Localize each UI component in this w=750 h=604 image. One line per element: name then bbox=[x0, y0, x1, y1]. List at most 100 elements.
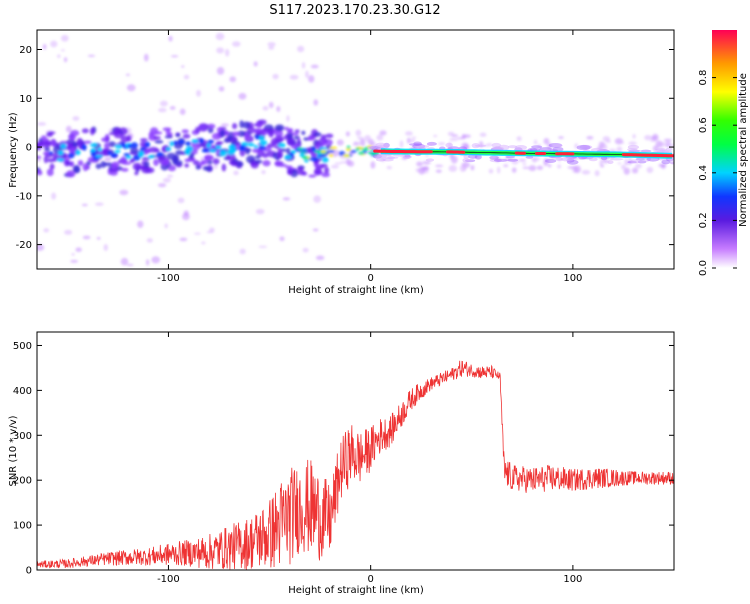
snr-xtick-label: -100 bbox=[157, 574, 180, 585]
spectrogram-blob bbox=[43, 44, 47, 50]
spectrogram-blob bbox=[337, 139, 344, 145]
spectrogram-ytick-label: 10 bbox=[19, 94, 32, 105]
spectrogram-blob bbox=[153, 136, 160, 139]
spectrogram-blob bbox=[57, 158, 64, 162]
spectrogram-blob bbox=[81, 144, 87, 149]
spectrogram-blob bbox=[127, 144, 132, 148]
spectrogram-blob bbox=[84, 141, 92, 144]
spectrogram-blob bbox=[346, 131, 350, 136]
colorbar-tick-label: 0.0 bbox=[698, 260, 709, 276]
spectrogram-blob bbox=[269, 102, 274, 108]
spectrogram-blob bbox=[262, 160, 270, 166]
spectrogram-blob bbox=[295, 129, 300, 132]
spectrogram-blob bbox=[537, 166, 543, 170]
colorbar-tick-label: 0.8 bbox=[698, 70, 709, 86]
spectrogram-blob bbox=[644, 135, 651, 140]
spectrogram-blob bbox=[69, 161, 74, 167]
spectrogram-blob bbox=[216, 33, 225, 40]
spectrogram-blob bbox=[220, 130, 225, 138]
spectrogram-blob bbox=[52, 141, 56, 147]
spectrogram-blob bbox=[331, 165, 339, 169]
spectrogram-blob bbox=[101, 137, 108, 142]
spectrogram-blob bbox=[462, 134, 467, 139]
spectrogram-blob bbox=[126, 74, 130, 76]
spectrogram-blob bbox=[239, 147, 246, 151]
spectrogram-blob bbox=[313, 164, 321, 167]
spectrogram-blob bbox=[61, 35, 69, 42]
spectrogram-hot-segment bbox=[375, 151, 432, 152]
spectrogram-blob bbox=[321, 150, 326, 153]
spectrogram-blob bbox=[539, 147, 552, 151]
spectrogram-blob bbox=[497, 167, 500, 174]
spectrogram-blob bbox=[239, 120, 244, 128]
spectrogram-blob bbox=[156, 152, 163, 157]
spectrogram-blob bbox=[254, 145, 259, 148]
spectrogram-blob bbox=[107, 151, 111, 155]
spectrogram-blob bbox=[324, 167, 329, 174]
spectrogram-blob bbox=[199, 138, 204, 144]
spectrogram-blob bbox=[82, 204, 88, 206]
spectrogram-blob bbox=[184, 210, 189, 216]
spectrogram-blob bbox=[219, 86, 225, 91]
spectrogram-blob bbox=[287, 130, 293, 134]
colorbar-tick-label: 0.2 bbox=[698, 212, 709, 228]
spectrogram-blob bbox=[302, 62, 305, 69]
spectrogram-blob bbox=[232, 123, 237, 129]
snr-line bbox=[37, 361, 674, 570]
spectrogram-blob bbox=[545, 159, 556, 163]
spectrogram-ytick-label: 20 bbox=[19, 45, 32, 56]
spectrogram-blob bbox=[605, 140, 611, 143]
spectrogram-blob bbox=[276, 106, 280, 112]
spectrogram-blob bbox=[574, 165, 581, 173]
spectrogram-blob bbox=[411, 137, 416, 139]
spectrogram-blob bbox=[104, 142, 110, 149]
spectrogram-xtick-label: 100 bbox=[563, 273, 582, 284]
spectrogram-blob bbox=[489, 169, 493, 174]
spectrogram-blob bbox=[272, 74, 278, 79]
spectrogram-blob bbox=[627, 148, 637, 151]
spectrogram-blob bbox=[127, 135, 132, 142]
spectrogram-blob bbox=[522, 167, 529, 169]
spectrogram-blob bbox=[83, 236, 91, 240]
spectrogram-blob bbox=[426, 158, 434, 161]
spectrogram-xtick-label: 0 bbox=[367, 273, 373, 284]
spectrogram-blob bbox=[82, 128, 89, 133]
spectrogram-blob bbox=[146, 259, 149, 265]
spectrogram-blob bbox=[460, 165, 466, 172]
spectrogram-blob bbox=[283, 197, 290, 200]
spectrogram-blob bbox=[167, 175, 173, 178]
spectrogram-blob bbox=[183, 134, 191, 139]
spectrogram-blob bbox=[104, 244, 108, 251]
spectrogram-blob bbox=[131, 142, 138, 148]
spectrogram-blob bbox=[301, 131, 305, 135]
snr-ytick-label: 400 bbox=[13, 386, 32, 397]
spectrogram-blob bbox=[370, 161, 375, 168]
spectrogram-blob bbox=[140, 147, 146, 150]
spectrogram-blob bbox=[125, 156, 131, 159]
spectrogram-blob bbox=[361, 148, 368, 151]
spectrogram-blob bbox=[297, 46, 304, 53]
spectrogram-blob bbox=[39, 141, 44, 145]
spectrogram-ylabel: Frequency (Hz) bbox=[8, 112, 19, 188]
spectrogram-blob bbox=[95, 202, 104, 205]
spectrogram-blob bbox=[313, 228, 319, 231]
spectrogram-blob bbox=[111, 164, 117, 170]
spectrogram-blob bbox=[287, 169, 293, 175]
snr-ylabel: SNR (10 * v/v) bbox=[8, 415, 19, 486]
spectrogram-blob bbox=[263, 106, 269, 111]
spectrogram-blob bbox=[586, 136, 593, 140]
spectrogram-blob bbox=[322, 138, 326, 146]
spectrogram-blob bbox=[145, 148, 152, 152]
spectrogram-blob bbox=[259, 140, 267, 146]
spectrogram-blob bbox=[322, 157, 329, 163]
spectrogram-blob bbox=[138, 152, 143, 157]
spectrogram-blob bbox=[297, 167, 303, 171]
spectrogram-blob bbox=[635, 164, 642, 169]
spectrogram-blob bbox=[115, 150, 121, 153]
spectrogram-ytick-label: -10 bbox=[16, 191, 32, 202]
spectrogram-blob bbox=[313, 195, 321, 202]
snr-ytick-label: 500 bbox=[13, 341, 32, 352]
spectrogram-blob bbox=[532, 158, 537, 162]
spectrogram-blob bbox=[508, 145, 517, 148]
spectrogram-blob bbox=[301, 149, 307, 152]
